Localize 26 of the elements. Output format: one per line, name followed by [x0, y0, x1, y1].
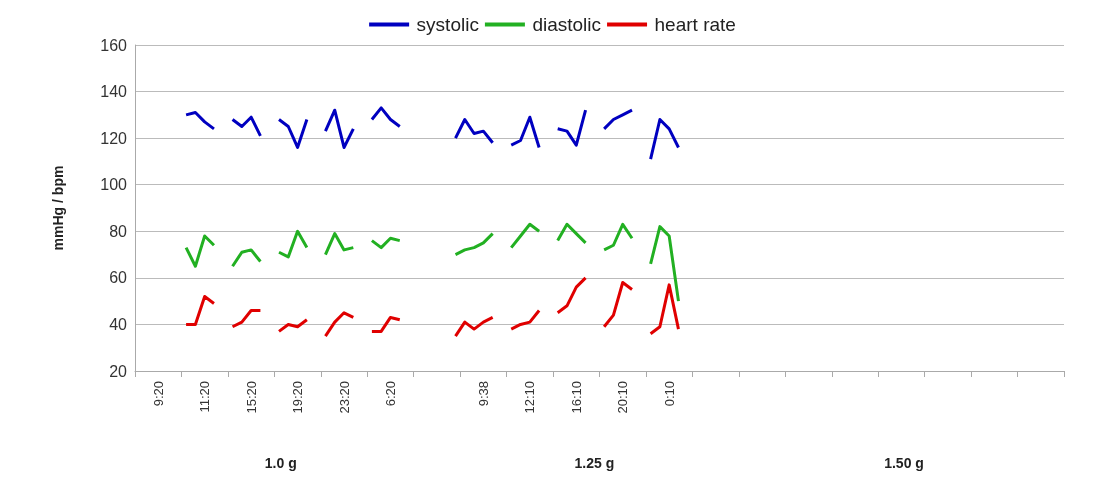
y-tick-label: 120: [100, 129, 128, 147]
legend-label: diastolic: [532, 14, 602, 35]
x-tick-label: 11:20: [197, 381, 213, 413]
y-axis-title: mmHg / bpm: [50, 165, 66, 251]
x-tick-label: 15:20: [243, 381, 259, 414]
x-tick-label: 6:20: [382, 381, 398, 407]
x-tick-label: 19:20: [290, 381, 306, 414]
y-tick-label: 160: [100, 36, 128, 54]
x-tick-label: 0:10: [661, 381, 677, 407]
text: 1.0 g: [264, 455, 297, 471]
x-tick-label: 12:10: [522, 381, 538, 414]
y-tick-label: 40: [109, 315, 128, 333]
y-tick-label: 60: [109, 269, 128, 287]
x-tick-label: 16:10: [568, 381, 584, 414]
legend-label: systolic: [416, 14, 479, 35]
y-tick-label: 140: [100, 83, 128, 101]
x-tick-label: 20:10: [615, 381, 631, 414]
y-tick-label: 100: [100, 176, 128, 194]
x-tick-label: 9:38: [475, 381, 491, 407]
x-tick-label: 9:20: [150, 381, 166, 407]
legend-label: heart rate: [654, 14, 736, 35]
text: 1.25 g: [574, 455, 615, 471]
text: 1.50 g: [884, 455, 924, 471]
y-tick-label: 80: [109, 222, 128, 240]
y-tick-label: 20: [109, 362, 128, 380]
x-tick-label: 23:20: [336, 381, 352, 414]
